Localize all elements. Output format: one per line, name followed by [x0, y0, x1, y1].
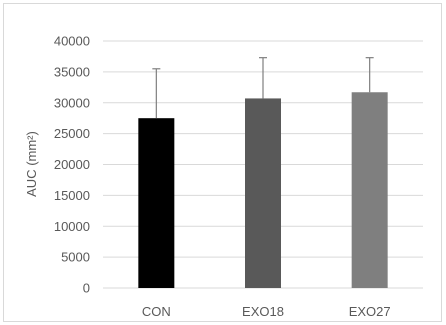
y-tick-label: 30000	[54, 95, 90, 110]
error-bars	[152, 57, 374, 119]
y-tick-label: 20000	[54, 157, 90, 172]
bar-exo18	[245, 98, 281, 289]
bars	[138, 92, 388, 289]
y-tick-label: 5000	[61, 250, 90, 265]
y-tick-label: 25000	[54, 126, 90, 141]
x-tick-label: CON	[142, 304, 171, 319]
y-tick-label: 35000	[54, 64, 90, 79]
x-tick-label: EXO27	[349, 304, 391, 319]
y-tick-label: 0	[83, 281, 90, 296]
x-axis-ticks: CON EXO18 EXO27	[142, 304, 391, 319]
y-axis-title: AUC (mm²)	[24, 131, 39, 197]
x-tick-label: EXO18	[242, 304, 284, 319]
y-tick-label: 10000	[54, 219, 90, 234]
bar-exo27	[351, 92, 388, 288]
y-tick-label: 40000	[54, 34, 90, 49]
y-axis-ticks: 0 5000 10000 15000 20000 25000 30000 35000 40000	[54, 34, 90, 296]
bar-con	[138, 118, 175, 288]
y-tick-label: 15000	[54, 188, 90, 203]
